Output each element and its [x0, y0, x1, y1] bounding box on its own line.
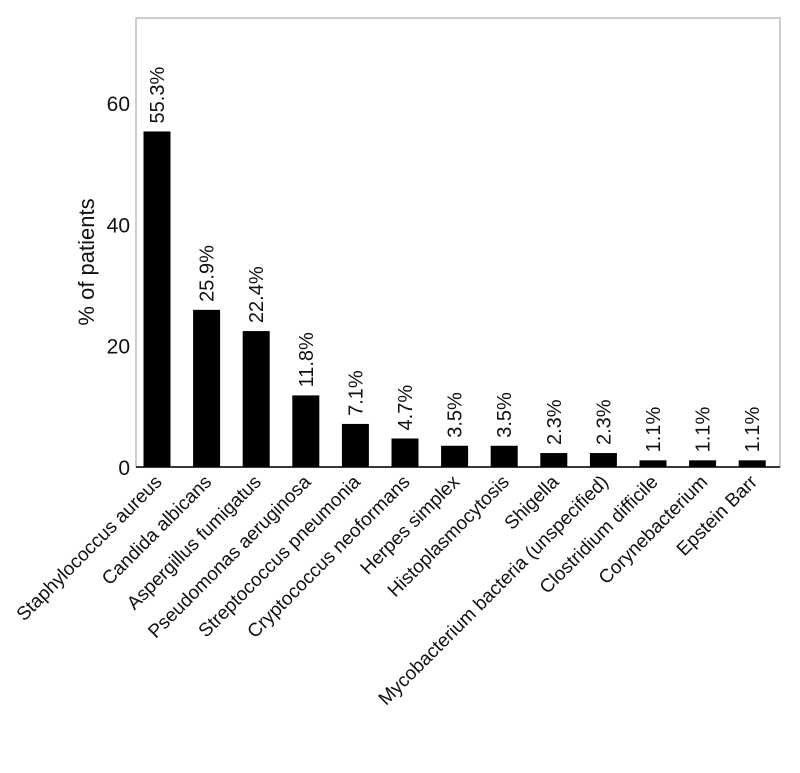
data-label: 55.3% — [147, 67, 169, 124]
bar — [292, 395, 320, 467]
bar — [193, 309, 221, 467]
bar — [540, 453, 568, 467]
data-labels: 55.3% 25.9% 22.4% 11.8% 7.1% 4.7% 3.5% 3.5% 2.3%… — [147, 67, 764, 453]
y-tick-label: 40 — [107, 214, 130, 237]
data-label: 25.9% — [197, 245, 219, 302]
bar — [391, 438, 419, 467]
bar — [341, 423, 369, 467]
data-label: 3.5% — [445, 392, 467, 438]
bar — [738, 460, 766, 467]
y-axis-label: % of patients — [74, 198, 99, 325]
data-label: 3.5% — [494, 392, 516, 438]
data-label: 2.3% — [544, 399, 566, 445]
data-label: 11.8% — [296, 332, 318, 387]
y-tick-label: 20 — [107, 336, 130, 359]
bars — [143, 131, 766, 468]
data-label: 4.7% — [395, 385, 417, 431]
y-ticks: 0 20 40 60 — [107, 93, 130, 480]
category-label: Mycobacterium bacteria (unspecified) — [375, 472, 613, 710]
y-tick-label: 60 — [107, 93, 130, 116]
bar — [441, 445, 469, 467]
data-label: 7.1% — [345, 370, 367, 416]
bar — [143, 131, 171, 468]
data-label: 2.3% — [593, 399, 615, 445]
data-label: 22.4% — [246, 266, 268, 323]
bar — [589, 453, 617, 467]
bar — [689, 460, 717, 467]
y-tick-label: 0 — [118, 457, 130, 480]
bar — [242, 331, 270, 467]
data-label: 1.1% — [643, 407, 665, 453]
bar — [490, 445, 518, 467]
bar — [639, 460, 667, 467]
data-label: 1.1% — [742, 407, 764, 453]
data-label: 1.1% — [693, 407, 715, 453]
